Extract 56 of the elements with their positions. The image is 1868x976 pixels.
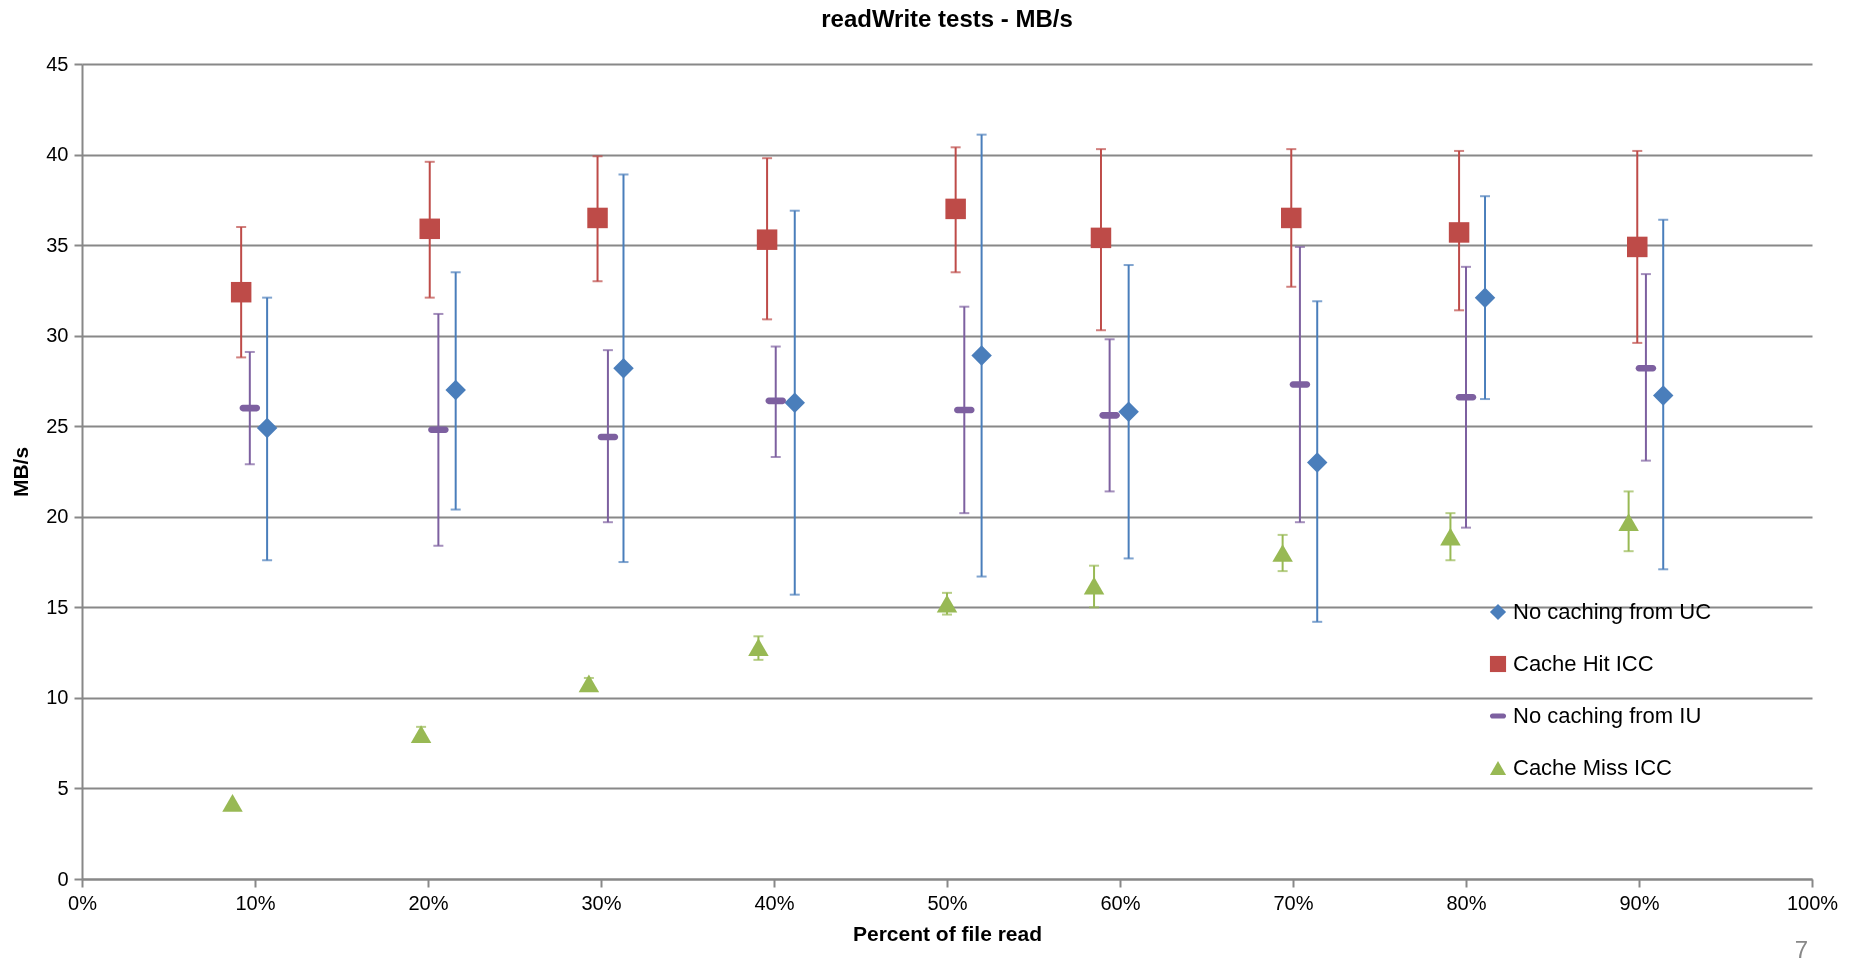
- point: [222, 794, 243, 812]
- point: [756, 229, 778, 250]
- y-tick-label: 35: [46, 233, 69, 256]
- point: [1652, 385, 1674, 406]
- x-tick-label: 90%: [1619, 891, 1660, 914]
- point: [1440, 527, 1461, 546]
- point: [1474, 287, 1496, 308]
- point: [1627, 236, 1648, 258]
- y-tick-label: 0: [57, 867, 69, 890]
- y-tick-label: 20: [46, 505, 69, 528]
- legend-label: No caching from IU: [1513, 703, 1702, 728]
- point: [445, 379, 466, 401]
- point: [1281, 207, 1302, 229]
- y-tick-label: 45: [46, 52, 69, 75]
- x-tick-label: 70%: [1273, 891, 1314, 914]
- point: [1618, 513, 1639, 532]
- point: [1306, 452, 1328, 473]
- point: [578, 674, 600, 693]
- x-tick-label: 50%: [927, 891, 968, 914]
- legend-label: Cache Miss ICC: [1513, 755, 1673, 780]
- y-tick-label: 40: [46, 143, 69, 166]
- point: [1118, 401, 1139, 422]
- point: [936, 594, 958, 613]
- x-tick-label: 20%: [408, 891, 449, 914]
- y-tick-label: 30: [46, 324, 69, 347]
- point: [1083, 576, 1105, 595]
- y-axis-title: MB/s: [9, 446, 33, 498]
- y-tick-label: 10: [46, 686, 69, 709]
- x-tick-label: 100%: [1786, 891, 1839, 914]
- point: [784, 392, 806, 413]
- y-tick-label: 5: [57, 776, 69, 799]
- point: [410, 725, 432, 743]
- x-axis-title: Percent of file read: [852, 921, 1043, 945]
- point: [945, 198, 966, 220]
- point: [1272, 544, 1293, 562]
- x-tick-label: 40%: [754, 891, 795, 914]
- point: [419, 218, 440, 240]
- y-tick-label: 25: [46, 414, 69, 437]
- legend-label: No caching from UC: [1513, 599, 1712, 624]
- x-tick-label: 80%: [1446, 891, 1487, 914]
- point: [1090, 227, 1112, 249]
- x-tick-label: 30%: [581, 891, 622, 914]
- legend-label: Cache Hit ICC: [1513, 651, 1654, 676]
- point: [587, 207, 608, 229]
- point: [748, 638, 769, 657]
- x-tick-label: 60%: [1100, 891, 1141, 914]
- point: [230, 281, 252, 303]
- text: 7: [1794, 936, 1808, 964]
- x-tick-label: 0%: [68, 891, 98, 914]
- y-tick-label: 15: [46, 595, 69, 618]
- point: [1448, 222, 1470, 243]
- point: [256, 417, 278, 439]
- point: [613, 358, 634, 379]
- point: [971, 345, 992, 366]
- x-tick-label: 10%: [235, 891, 276, 914]
- chart-title: readWrite tests - MB/s: [821, 5, 1073, 32]
